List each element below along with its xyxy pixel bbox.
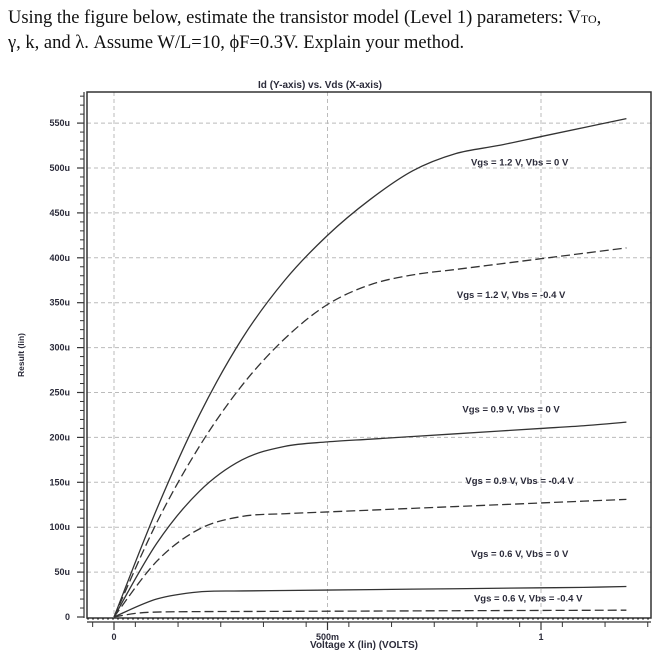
curve [113,609,627,618]
y-axis-label: Result (lin) [16,333,26,377]
y-tick-label: 250u [49,388,70,398]
question-text: Using the figure below, estimate the tra… [8,6,658,55]
curve-label: Vgs = 0.9 V, Vbs = -0.4 V [465,476,574,487]
y-tick-label: 550u [49,118,70,128]
question-line-2: γ, k, and λ. Assume W/L=10, ϕF=0.3V. Exp… [8,33,465,53]
curve [113,421,627,618]
curve [113,498,627,618]
y-tick-label: 50u [54,567,70,577]
chart-title: Id (Y-axis) vs. Vds (X-axis) [258,80,382,91]
y-tick-label: 450u [49,208,70,218]
y-tick-label: 0 [65,612,70,622]
y-tick-label: 150u [49,477,70,487]
y-tick-label: 350u [49,298,70,308]
y-tick-label: 200u [49,432,70,442]
y-tick-label: 500u [49,163,70,173]
plot-frame [86,91,652,619]
curve-label: Vgs = 0.6 V, Vbs = -0.4 V [474,594,583,605]
x-axis-label: Voltage X (lin) (VOLTS) [310,640,418,651]
x-axis-ticks: 0 500m 1 [92,622,649,642]
question-line-1: Using the figure below, estimate the tra… [8,8,602,28]
curve-label: Vgs = 1.2 V, Vbs = -0.4 V [457,290,566,301]
curves [113,117,627,618]
curve [113,117,627,618]
curve-labels: Vgs = 1.2 V, Vbs = 0 V Vgs = 1.2 V, Vbs =… [457,157,583,604]
y-tick-label: 100u [49,522,70,532]
x-tick-label: 500m [316,632,339,642]
curve [113,585,627,618]
curve-label: Vgs = 0.9 V, Vbs = 0 V [462,404,560,415]
curve-label: Vgs = 0.6 V, Vbs = 0 V [471,549,569,560]
x-tick-label: 0 [111,632,116,642]
curve-label: Vgs = 1.2 V, Vbs = 0 V [471,157,569,168]
x-tick-label: 1 [538,632,543,642]
y-axis-ticks: 0 50u 100u 150u 200u 250u 300u 350u 400u 450u 500u… [49,95,84,622]
y-tick-label: 300u [49,343,70,353]
y-tick-label: 400u [49,253,70,263]
curve [113,247,627,618]
grid-lines [87,92,651,620]
